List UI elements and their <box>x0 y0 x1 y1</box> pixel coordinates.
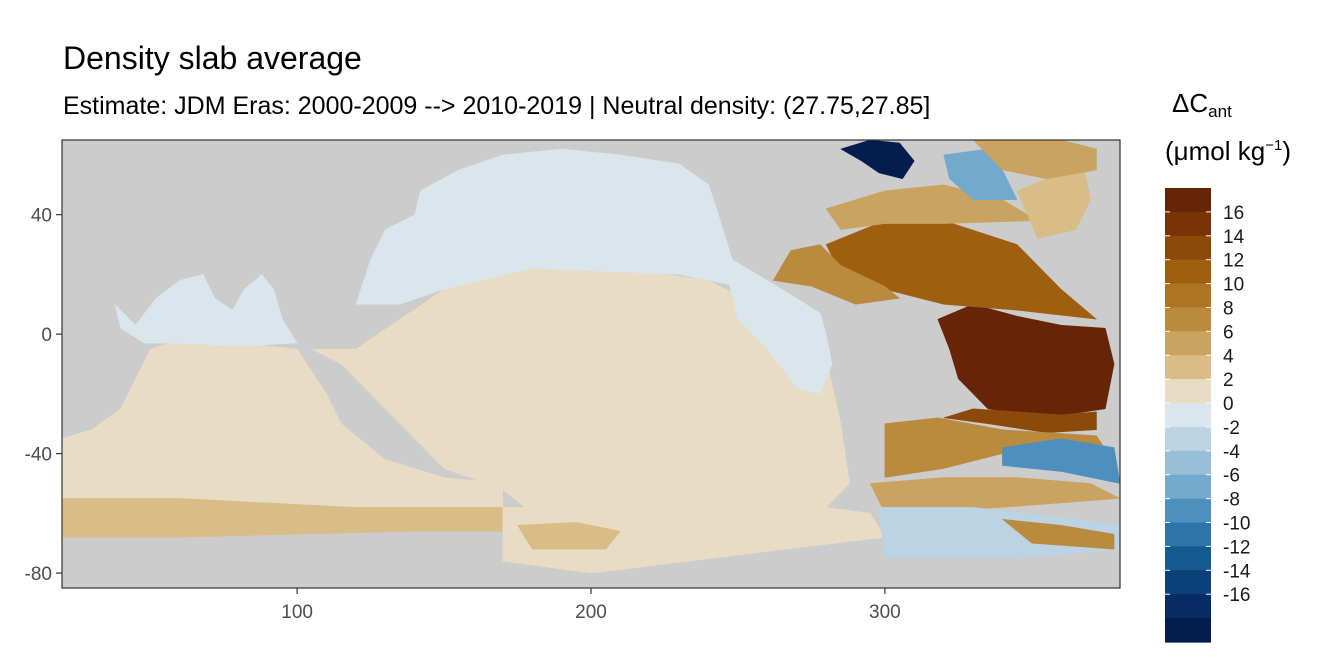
legend-swatch <box>1165 259 1211 285</box>
legend-swatch <box>1165 618 1211 643</box>
legend-label: -10 <box>1223 514 1250 535</box>
legend-swatch <box>1165 355 1211 380</box>
y-tick-label: -40 <box>25 445 52 466</box>
legend: 16 14 12 108 6 4 2 0 -2 -4 -6 -8 -10-12 -14 -16 <box>1165 188 1251 643</box>
legend-label: 16 <box>1223 203 1244 224</box>
legend-swatch <box>1165 307 1211 332</box>
legend-label: -8 <box>1223 490 1240 511</box>
legend-swatch <box>1165 498 1211 524</box>
y-tick-label: -80 <box>25 564 52 585</box>
x-tick-label: 100 <box>281 602 313 623</box>
legend-swatch <box>1165 379 1211 404</box>
region-cell <box>722 258 833 395</box>
x-tick-label: 200 <box>575 602 607 623</box>
legend-swatch <box>1165 450 1211 476</box>
legend-swatch <box>1165 522 1211 548</box>
region-cell <box>1002 438 1120 484</box>
legend-label: 12 <box>1223 251 1244 272</box>
legend-label: 4 <box>1223 346 1234 367</box>
legend-title: ΔCant <box>1172 88 1232 121</box>
legend-swatch <box>1165 235 1211 261</box>
legend-label: 0 <box>1223 394 1234 415</box>
legend-label: -6 <box>1223 466 1240 487</box>
chart-title: Density slab average <box>63 40 362 76</box>
legend-swatch <box>1165 426 1211 452</box>
region-cell <box>502 507 886 574</box>
region-cell <box>517 522 621 550</box>
region-cell <box>114 274 298 347</box>
x-tick-label: 300 <box>869 602 901 623</box>
legend-label: -14 <box>1223 561 1251 582</box>
legend-label: -16 <box>1223 585 1250 606</box>
legend-swatch <box>1165 331 1211 356</box>
region-cell <box>62 498 504 538</box>
legend-swatch <box>1165 403 1211 428</box>
region-cell <box>943 408 1097 433</box>
chart-subtitle: Estimate: JDM Eras: 2000-2009 --> 2010-2… <box>63 92 931 120</box>
legend-label: -12 <box>1223 537 1250 558</box>
legend-label: 10 <box>1223 275 1244 296</box>
legend-label: 2 <box>1223 370 1234 391</box>
legend-label: -2 <box>1223 418 1240 439</box>
legend-units: (μmol kg−1) <box>1165 136 1291 166</box>
region-cell <box>972 140 1097 180</box>
legend-label: 8 <box>1223 298 1234 319</box>
legend-label: 14 <box>1223 227 1245 248</box>
legend-label: -4 <box>1223 442 1240 463</box>
ocean-regions <box>62 140 1120 574</box>
legend-label: 6 <box>1223 322 1234 343</box>
legend-swatch <box>1165 546 1211 571</box>
y-tick-label: 40 <box>31 206 52 227</box>
legend-swatch <box>1165 570 1211 595</box>
region-cell <box>1001 518 1115 550</box>
legend-swatch <box>1165 283 1211 309</box>
region-cell <box>772 244 901 305</box>
region-cell <box>355 148 797 305</box>
legend-swatch <box>1165 211 1211 237</box>
y-tick-label: 0 <box>41 325 52 346</box>
legend-swatch <box>1165 188 1211 213</box>
legend-swatch <box>1165 594 1211 619</box>
legend-swatch <box>1165 474 1211 500</box>
